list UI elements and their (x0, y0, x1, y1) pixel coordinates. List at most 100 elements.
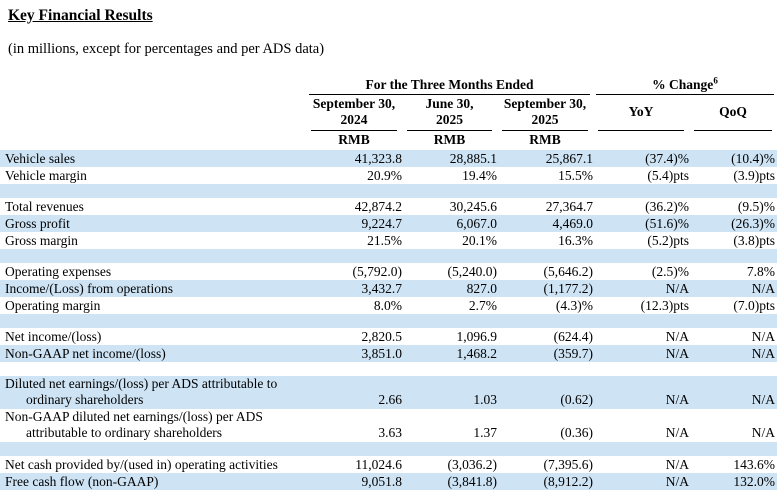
cell-value: (9.5)% (737, 199, 775, 214)
cell-value: 8.0% (373, 298, 402, 313)
cell-value: (5.4)pts (647, 168, 689, 183)
row-label: Operating margin (5, 298, 101, 313)
page-subtitle: (in millions, except for percentages and… (8, 41, 325, 57)
page-title: Key Financial Results (8, 7, 153, 24)
yoy-column-header: YoY (593, 95, 689, 131)
cell-value: 1.03 (473, 392, 497, 407)
qoq-label: QoQ (719, 104, 747, 119)
cell-value: 4,469.0 (552, 216, 594, 231)
table-row: Free cash flow (non-GAAP) 9,051.8 (3,841.8… (0, 473, 777, 490)
currency-row: RMB RMB RMB (0, 131, 777, 149)
cell-value: N/A (665, 346, 689, 361)
spacer-row (0, 184, 777, 198)
cell-value: 1,096.9 (456, 329, 498, 344)
cell-value: 3.63 (378, 425, 402, 440)
header-spacer (0, 95, 306, 131)
cell-value: 6,067.0 (456, 216, 498, 231)
cell-value: 41,323.8 (354, 151, 402, 166)
cell-value: (5,792.0) (352, 264, 403, 279)
cell-value: (3.8)pts (733, 233, 775, 248)
cell-value: (10.4)% (731, 151, 775, 166)
cell-value: 132.0% (733, 474, 775, 489)
month-line2: 2025 (436, 112, 463, 127)
cell-value: 3,851.0 (361, 346, 403, 361)
row-label: Income/(Loss) from operations (5, 281, 173, 296)
currency-label: RMB (529, 132, 561, 147)
row-label-line1: Non-GAAP diluted net earnings/(loss) per… (5, 409, 263, 424)
yoy-label: YoY (628, 104, 654, 119)
row-label: Net cash provided by/(used in) operating… (5, 457, 278, 472)
month-column-header-sep2024: September 30, 2024 (306, 95, 402, 131)
cell-value: 16.3% (558, 233, 593, 248)
change-group-label: % Change6 (596, 75, 774, 95)
cell-value: 11,024.6 (355, 457, 402, 472)
cell-value: 2.7% (468, 298, 497, 313)
cell-value: N/A (751, 392, 775, 407)
row-label: Net income/(loss) (5, 329, 102, 344)
cell-value: (3,036.2) (447, 457, 498, 472)
cell-value: 20.9% (367, 168, 402, 183)
footnote-ref: 6 (713, 75, 718, 86)
row-label-line2: attributable to ordinary shareholders (26, 425, 223, 440)
cell-value: (0.36) (560, 425, 593, 440)
table-row: Gross profit 9,224.7 6,067.0 4,469.0 (51.6)%… (0, 215, 777, 232)
month-line2: 2025 (531, 112, 559, 127)
table-row: Net income/(loss) 2,820.5 1,096.9 (624.4) N/… (0, 328, 777, 345)
currency-blank (689, 131, 777, 149)
table-row: Operating margin 8.0% 2.7% (4.3)% (12.3)pts (… (0, 297, 777, 314)
cell-value: (26.3)% (731, 216, 775, 231)
table-row: Gross margin 21.5% 20.1% 16.3% (5.2)pts (3.8)… (0, 232, 777, 249)
header-group-row: For the Three Months Ended % Change6 (0, 75, 777, 95)
cell-value: (4.3)% (555, 298, 593, 313)
change-group-header: % Change6 (593, 75, 777, 95)
row-label: Gross profit (5, 216, 70, 231)
currency-label: RMB (338, 132, 370, 147)
cell-value: 1.37 (473, 425, 497, 440)
cell-value: 15.5% (558, 168, 593, 183)
cell-value: 28,885.1 (449, 151, 497, 166)
row-label: Vehicle margin (5, 168, 87, 183)
table-row: Vehicle sales 41,323.8 28,885.1 25,867.1 (37… (0, 150, 777, 167)
cell-value: 30,245.6 (449, 199, 497, 214)
table-row: Net cash provided by/(used in) operating… (0, 456, 777, 473)
spacer-row (0, 314, 777, 328)
cell-value: (7.0)pts (733, 298, 775, 313)
month-line1: September 30, (503, 96, 587, 111)
header-spacer (0, 77, 306, 95)
cell-value: 9,051.8 (361, 474, 403, 489)
cell-value: N/A (665, 425, 689, 440)
financial-table-body: Vehicle sales 41,323.8 28,885.1 25,867.1 (37… (0, 150, 777, 490)
cell-value: N/A (751, 346, 775, 361)
table-row: Total revenues 42,874.2 30,245.6 27,364.7 (3… (0, 198, 777, 215)
cell-value: (5.2)pts (647, 233, 689, 248)
cell-value: N/A (751, 329, 775, 344)
row-label: Operating expenses (5, 264, 112, 279)
table-row: Operating expenses (5,792.0) (5,240.0) (5,6… (0, 263, 777, 280)
cell-value: (37.4)% (645, 151, 689, 166)
row-label-line1: Diluted net earnings/(loss) per ADS attr… (5, 376, 278, 391)
cell-value: 7.8% (746, 264, 775, 279)
cell-value: 2,820.5 (361, 329, 403, 344)
spacer-row (0, 249, 777, 263)
cell-value: (2.5)% (651, 264, 689, 279)
month-column-header-sep2025: September 30, 2025 (497, 95, 593, 131)
row-label: Free cash flow (non-GAAP) (5, 474, 159, 489)
cell-value: 143.6% (733, 457, 775, 472)
table-row: Vehicle margin 20.9% 19.4% 15.5% (5.4)pts (3.… (0, 167, 777, 184)
cell-value: (1,177.2) (543, 281, 594, 296)
cell-value: 20.1% (462, 233, 497, 248)
cell-value: (359.7) (553, 346, 593, 361)
cell-value: N/A (665, 392, 689, 407)
currency-blank (593, 131, 689, 149)
period-group-label: For the Three Months Ended (309, 77, 590, 95)
cell-value: (12.3)pts (640, 298, 689, 313)
cell-value: (3.9)pts (733, 168, 775, 183)
table-header: For the Three Months Ended % Change6 Sep… (0, 75, 777, 149)
cell-value: N/A (665, 457, 689, 472)
qoq-column-header: QoQ (689, 95, 777, 131)
month-line1: June 30, (425, 96, 474, 111)
table-row: Non-GAAP diluted net earnings/(loss) per… (0, 409, 777, 442)
period-group-header: For the Three Months Ended (306, 77, 593, 95)
cell-value: N/A (665, 281, 689, 296)
cell-value: N/A (665, 329, 689, 344)
